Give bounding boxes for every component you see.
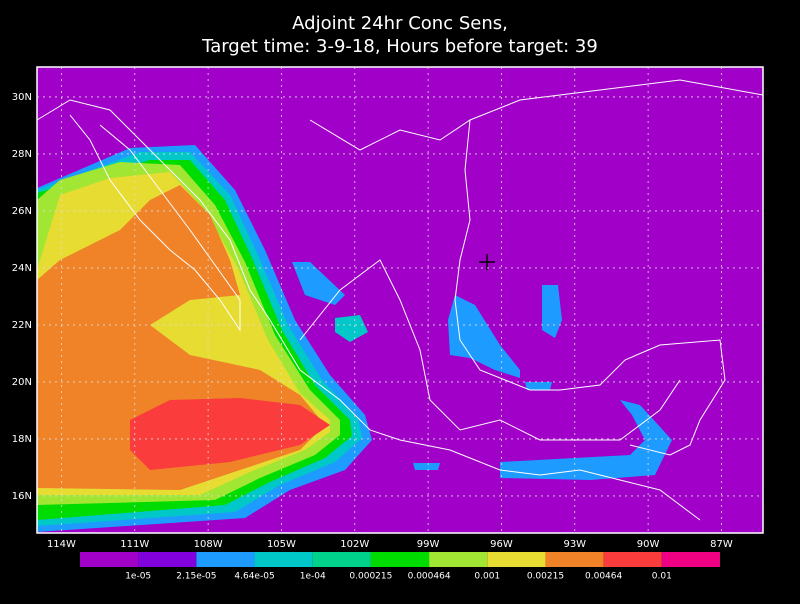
map-frame <box>36 66 764 534</box>
x-tick-label: 114W <box>47 539 76 550</box>
colorbar-label: 1e-04 <box>300 572 326 582</box>
colorbar-label: 0.000464 <box>408 572 451 582</box>
x-tick-label: 99W <box>417 539 440 550</box>
x-tick-label: 108W <box>194 539 223 550</box>
colorbar-label: 2.15e-05 <box>176 572 216 582</box>
colorbar-label: 0.01 <box>652 572 672 582</box>
colorbar-swatch <box>487 552 546 567</box>
colorbar-swatch <box>370 552 430 567</box>
x-tick-label: 102W <box>340 539 369 550</box>
colorbar-swatch <box>545 552 604 567</box>
colorbar-swatch <box>80 552 139 567</box>
border <box>299 259 681 441</box>
title-line: Target time: 3-9-18, Hours before target… <box>201 36 598 57</box>
x-tick-label: 96W <box>490 539 513 550</box>
coastline <box>309 79 764 151</box>
x-tick-label: 90W <box>637 539 660 550</box>
x-tick-label: 93W <box>563 539 586 550</box>
y-tick-label: 24N <box>12 263 32 274</box>
y-tick-label: 16N <box>12 491 32 502</box>
contour <box>525 382 552 390</box>
x-tick-label: 87W <box>710 539 733 550</box>
colorbar-label: 1e-05 <box>125 572 151 582</box>
colorbar-swatch <box>429 552 488 567</box>
y-tick-label: 18N <box>12 434 32 445</box>
title-line: Adjoint 24hr Conc Sens, <box>292 13 508 34</box>
x-tick-label: 105W <box>267 539 296 550</box>
coastline <box>454 119 726 456</box>
y-tick-label: 20N <box>12 377 32 388</box>
colorbar-swatch <box>138 552 197 567</box>
colorbar-swatch <box>196 552 255 567</box>
contour <box>335 315 368 342</box>
y-tick-label: 28N <box>12 149 32 160</box>
colorbar-swatch <box>603 552 662 567</box>
coastline <box>69 114 241 332</box>
coastline <box>36 99 701 521</box>
colorbar-swatch <box>312 552 371 567</box>
target-marker <box>479 254 495 270</box>
y-tick-label: 22N <box>12 320 32 331</box>
colorbar-label: 0.000215 <box>349 572 392 582</box>
colorbar-swatch <box>661 552 720 567</box>
contour <box>500 400 672 480</box>
y-tick-label: 26N <box>12 206 32 217</box>
colorbar-swatch <box>254 552 313 567</box>
contour <box>130 398 330 470</box>
contour <box>413 463 440 470</box>
colorbar-label: 0.00215 <box>527 572 564 582</box>
colorbar-label: 0.00464 <box>585 572 622 582</box>
x-tick-label: 111W <box>120 539 149 550</box>
contour <box>292 262 345 305</box>
map-area <box>36 67 764 533</box>
colorbar-label: 0.001 <box>474 572 500 582</box>
contour <box>448 295 520 378</box>
colorbar-label: 4.64e-05 <box>234 572 274 582</box>
y-tick-label: 30N <box>12 92 32 103</box>
